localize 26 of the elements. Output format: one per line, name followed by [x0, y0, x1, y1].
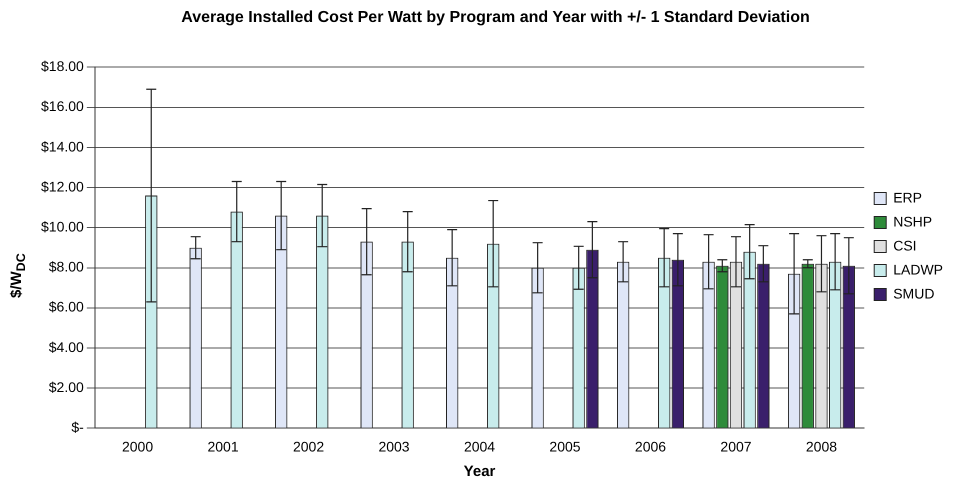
x-tick-label: 2000	[122, 438, 154, 454]
x-axis-title: Year	[464, 463, 496, 480]
legend-label: CSI	[893, 237, 917, 254]
y-tick-label: $4.00	[48, 338, 84, 355]
y-tick-label: $8.00	[48, 258, 84, 275]
y-tick-label: $16.00	[40, 98, 84, 114]
x-tick-label: 2001	[207, 438, 239, 454]
y-tick-label: $6.00	[48, 298, 84, 315]
y-tick-label: $10.00	[40, 218, 84, 235]
legend-label: NSHP	[893, 213, 932, 230]
x-tick-label: 2005	[549, 438, 581, 454]
x-tick-label: 2006	[634, 438, 666, 454]
x-tick-label: 2003	[378, 438, 410, 454]
y-tick-label: $12.00	[40, 178, 84, 194]
x-tick-label: 2008	[806, 438, 838, 454]
legend-label: SMUD	[893, 285, 934, 302]
y-tick-label: $18.00	[40, 58, 84, 74]
x-tick-label: 2002	[292, 438, 324, 454]
y-tick-label: $-	[71, 419, 84, 436]
legend-label: LADWP	[893, 261, 944, 278]
y-tick-label: $14.00	[40, 138, 84, 154]
y-tick-label: $2.00	[48, 378, 84, 395]
legend-label: ERP	[893, 189, 922, 206]
x-tick-label: 2007	[720, 438, 752, 454]
chart-title: Average Installed Cost Per Watt by Program and Year with +/- 1 Standard Deviation	[181, 9, 810, 26]
x-tick-label: 2004	[464, 438, 496, 454]
